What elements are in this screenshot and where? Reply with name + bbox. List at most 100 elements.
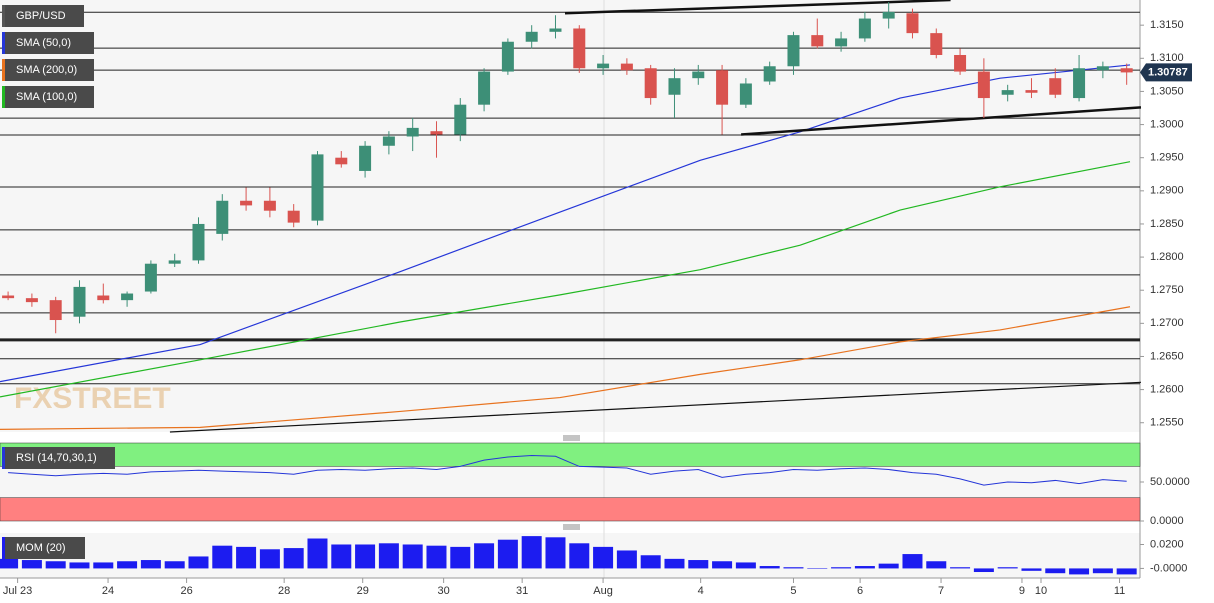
resize-handle[interactable]: [563, 435, 580, 530]
y-tick-label: 1.3050: [1150, 85, 1184, 97]
x-tick-label: 28: [278, 585, 290, 597]
legend-swatch: [2, 32, 5, 54]
trend-line: [741, 106, 1142, 136]
mom-bar: [616, 550, 637, 569]
mom-bar: [997, 567, 1018, 569]
mom-bar: [688, 560, 709, 569]
legend-label: SMA (50,0): [16, 37, 71, 49]
mom-bar: [236, 546, 257, 569]
trend-line: [564, 0, 951, 15]
y-tick-label: 1.2550: [1150, 417, 1184, 429]
candle-body: [644, 68, 657, 99]
candle-body: [1073, 68, 1086, 99]
x-tick-label: 7: [938, 585, 944, 597]
mom-bar: [950, 567, 971, 569]
candle-body: [382, 136, 395, 146]
candle-body: [1120, 68, 1133, 73]
trend-line: [169, 381, 1141, 433]
y-tick-label: 0.0000: [1150, 515, 1184, 527]
last-price-label: 1.30787: [1148, 66, 1188, 78]
candle-body: [2, 295, 15, 299]
candle-body: [811, 35, 824, 47]
x-tick-label: 30: [437, 585, 449, 597]
candle-body: [573, 28, 586, 69]
mom-bar: [164, 561, 185, 569]
mom-bar: [1116, 568, 1137, 575]
candle-body: [168, 260, 181, 264]
mom-bar: [307, 538, 328, 569]
legend-box: [2, 537, 85, 559]
mom-bar: [93, 562, 114, 569]
legend-box: [2, 32, 94, 54]
candle-body: [954, 54, 967, 72]
mom-bar: [426, 545, 447, 569]
mom-bar: [545, 537, 566, 569]
mom-bar: [117, 561, 138, 569]
candle-body: [1096, 66, 1109, 71]
y-tick-label: 1.2800: [1150, 251, 1184, 263]
candle-body: [930, 33, 943, 55]
y-tick-label: -0.0000: [1150, 562, 1187, 574]
candle-body: [906, 13, 919, 34]
mom-bar: [474, 543, 495, 569]
y-tick-label: 0.0200: [1150, 538, 1184, 550]
mom-bar: [735, 562, 756, 569]
candle-body: [501, 41, 514, 72]
candle-body: [692, 71, 705, 79]
legend-box: [2, 59, 94, 81]
rsi-band: [0, 442, 1141, 467]
candle-body: [478, 71, 491, 105]
sma-line: [0, 306, 1131, 430]
mom-bar: [378, 543, 399, 569]
mom-bar: [212, 545, 233, 569]
legend-label: SMA (200,0): [16, 64, 77, 76]
candle-body: [882, 11, 895, 19]
x-tick-label: 9: [1019, 585, 1025, 597]
candle-body: [763, 66, 776, 82]
mom-bar: [640, 555, 661, 569]
candle-body: [406, 127, 419, 137]
candle-body: [787, 35, 800, 67]
mom-bar: [783, 567, 804, 569]
legend-swatch: [2, 447, 5, 469]
mom-bar: [355, 544, 376, 569]
candle-body: [858, 18, 871, 39]
x-tick-label: Aug: [593, 585, 613, 597]
x-tick-label: 4: [698, 585, 704, 597]
legend-box: [2, 86, 94, 108]
candle-body: [739, 83, 752, 105]
candle-body: [597, 63, 610, 69]
y-tick-label: 1.3100: [1150, 52, 1184, 64]
mom-bar: [569, 543, 590, 569]
mom-bar: [1021, 568, 1042, 571]
candle-body: [240, 200, 253, 206]
y-tick-label: 1.2750: [1150, 284, 1184, 296]
candle-body: [359, 145, 372, 171]
candle-body: [335, 157, 348, 165]
mom-bar: [831, 567, 852, 569]
candle-body: [549, 28, 562, 32]
mom-bar: [521, 536, 542, 569]
sma-line: [0, 161, 1131, 398]
mom-bar: [69, 562, 90, 569]
mom-bar: [497, 539, 518, 569]
y-tick-label: 1.2650: [1150, 350, 1184, 362]
y-tick-label: 1.2700: [1150, 317, 1184, 329]
candle-body: [620, 63, 633, 71]
x-tick-label: 24: [102, 585, 114, 597]
candle-body: [668, 78, 681, 95]
candle-body: [192, 223, 205, 261]
x-tick-label: 29: [357, 585, 369, 597]
mom-bar: [450, 546, 471, 569]
x-tick-label: 6: [857, 585, 863, 597]
y-tick-label: 1.3150: [1150, 19, 1184, 31]
legend-label: RSI (14,70,30,1): [16, 452, 97, 464]
legend-swatch: [2, 86, 5, 108]
mom-bar: [1045, 568, 1066, 574]
legend-box: [2, 5, 84, 27]
y-tick-label: 1.3000: [1150, 118, 1184, 130]
mom-bar: [593, 546, 614, 569]
y-tick-label: 1.2900: [1150, 185, 1184, 197]
legend-swatch: [2, 59, 5, 81]
mom-bar: [45, 561, 66, 569]
